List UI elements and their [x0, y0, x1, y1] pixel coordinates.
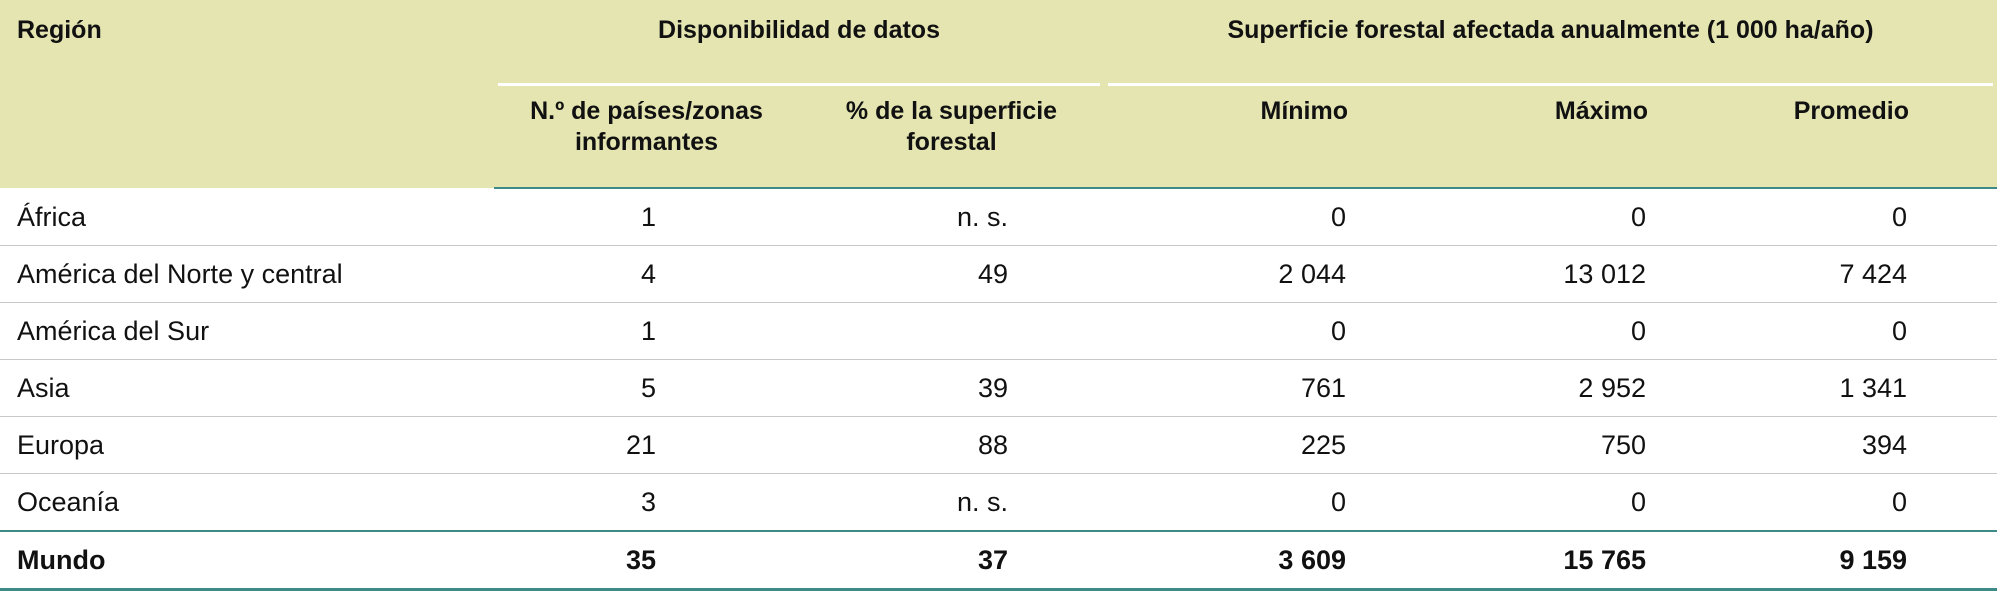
countries-cell: 21 [494, 416, 799, 474]
header-sub-row: N.º de países/zonas informantes % de la … [0, 86, 1997, 189]
table-row: América del Sur 1 0 0 0 [0, 302, 1997, 360]
table-row: África 1 n. s. 0 0 0 [0, 188, 1997, 246]
min-cell: 2 044 [1104, 245, 1404, 303]
region-cell: América del Norte y central [0, 245, 494, 303]
total-forest-pct-cell: 37 [799, 531, 1104, 591]
avg-cell: 1 341 [1704, 359, 1997, 417]
max-cell: 0 [1404, 302, 1704, 360]
region-cell: Oceanía [0, 473, 494, 532]
table-row: Asia 5 39 761 2 952 1 341 [0, 359, 1997, 417]
affected-area-group-header: Superficie forestal afectada anualmente … [1104, 0, 1997, 86]
total-countries-cell: 35 [494, 531, 799, 591]
forest-pct-cell: 88 [799, 416, 1104, 474]
min-cell: 0 [1104, 473, 1404, 532]
max-cell: 750 [1404, 416, 1704, 474]
countries-cell: 1 [494, 302, 799, 360]
max-cell: 0 [1404, 188, 1704, 246]
region-cell: Asia [0, 359, 494, 417]
avg-column-header: Promedio [1704, 86, 1997, 189]
max-cell: 2 952 [1404, 359, 1704, 417]
region-cell: Europa [0, 416, 494, 474]
avg-cell: 394 [1704, 416, 1997, 474]
min-column-header: Mínimo [1104, 86, 1404, 189]
header-group-row: Región Disponibilidad de datos Superfici… [0, 0, 1997, 188]
countries-header-line1: N.º de países/zonas [530, 97, 763, 125]
forest-pct-cell: n. s. [799, 188, 1104, 246]
countries-cell: 5 [494, 359, 799, 417]
avg-cell: 0 [1704, 188, 1997, 246]
forest-pct-cell: 39 [799, 359, 1104, 417]
table-row: América del Norte y central 4 49 2 044 1… [0, 245, 1997, 303]
countries-cell: 3 [494, 473, 799, 532]
forest-pct-column-header: % de la superficie forestal [799, 86, 1104, 189]
min-cell: 761 [1104, 359, 1404, 417]
max-cell: 13 012 [1404, 245, 1704, 303]
max-column-header: Máximo [1404, 86, 1704, 189]
region-cell: África [0, 188, 494, 246]
table-row: Oceanía 3 n. s. 0 0 0 [0, 473, 1997, 532]
min-cell: 0 [1104, 188, 1404, 246]
countries-header-line2: informantes [574, 128, 719, 156]
group-divider [498, 83, 1100, 86]
min-cell: 0 [1104, 302, 1404, 360]
table-body: África 1 n. s. 0 0 0 América del Norte y… [0, 188, 1997, 591]
affected-area-label: Superficie forestal afectada anualmente … [1227, 16, 1874, 44]
region-cell: América del Sur [0, 302, 494, 360]
total-min-cell: 3 609 [1104, 531, 1404, 591]
forest-pct-cell: n. s. [799, 473, 1104, 532]
countries-column-header: N.º de países/zonas informantes [494, 86, 799, 189]
max-cell: 0 [1404, 473, 1704, 532]
forest-pct-cell [799, 302, 1104, 360]
data-availability-label: Disponibilidad de datos [658, 16, 940, 44]
total-max-cell: 15 765 [1404, 531, 1704, 591]
avg-cell: 0 [1704, 473, 1997, 532]
countries-cell: 1 [494, 188, 799, 246]
forest-pct-header-line1: % de la superficie [845, 97, 1058, 125]
avg-cell: 0 [1704, 302, 1997, 360]
total-row: Mundo 35 37 3 609 15 765 9 159 [0, 531, 1997, 591]
table-header: Región Disponibilidad de datos Superfici… [0, 0, 1997, 189]
forest-pct-header-line2: forestal [906, 128, 997, 156]
data-availability-group-header: Disponibilidad de datos [494, 0, 1104, 86]
countries-cell: 4 [494, 245, 799, 303]
table-row: Europa 21 88 225 750 394 [0, 416, 1997, 474]
forest-pct-cell: 49 [799, 245, 1104, 303]
avg-cell: 7 424 [1704, 245, 1997, 303]
min-cell: 225 [1104, 416, 1404, 474]
total-avg-cell: 9 159 [1704, 531, 1997, 591]
group-divider [1108, 83, 1994, 86]
total-region-cell: Mundo [0, 531, 494, 591]
region-column-header: Región [0, 0, 494, 188]
